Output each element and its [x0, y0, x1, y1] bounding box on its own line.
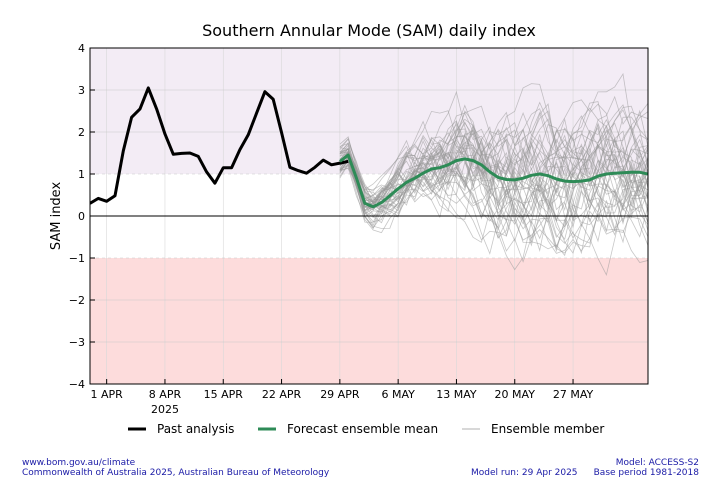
- legend-label: Forecast ensemble mean: [287, 422, 438, 436]
- x-tick-label: 1 APR: [91, 388, 124, 401]
- legend-label: Ensemble member: [491, 422, 604, 436]
- ensemble-member-line: [339, 138, 648, 263]
- ensemble-member-line: [339, 142, 648, 235]
- footer-model-run: Model run: 29 Apr 2025: [471, 468, 578, 478]
- ensemble-member-line: [339, 103, 648, 216]
- forecast-mean-line: [338, 153, 648, 209]
- y-tick-label: −4: [69, 378, 85, 391]
- negative-shading: [90, 258, 648, 384]
- ensemble-member-line: [339, 159, 648, 255]
- footer-base-period: Base period 1981-2018: [593, 468, 699, 478]
- footer-url[interactable]: www.bom.gov.au/climate: [22, 458, 136, 468]
- x-tick-label: 6 MAY: [381, 388, 415, 401]
- x-tick-label: 15 APR: [204, 388, 244, 401]
- y-tick-label: −3: [69, 336, 85, 349]
- x-tick-label: 13 MAY: [436, 388, 477, 401]
- y-tick-label: −2: [69, 294, 85, 307]
- footer-copyright: Commonwealth of Australia 2025, Australi…: [22, 468, 330, 478]
- x-year-label: 2025: [151, 403, 179, 416]
- footer-model: Model: ACCESS-S2: [615, 458, 699, 468]
- footer-middle: Model run: 29 Apr 2025: [471, 468, 578, 478]
- chart-title: Southern Annular Mode (SAM) daily index: [202, 21, 536, 40]
- footer-right: Model: ACCESS-S2 Base period 1981-2018: [594, 458, 699, 478]
- y-tick-label: −1: [69, 252, 85, 265]
- legend: Past analysis Forecast ensemble mean Ensem…: [128, 422, 604, 436]
- y-tick-label: 4: [78, 42, 85, 55]
- x-tick-label: 20 MAY: [495, 388, 536, 401]
- footer-left: www.bom.gov.au/climate Commonwealth of A…: [22, 458, 329, 478]
- y-tick-label: 0: [78, 210, 85, 223]
- axes: 4 3 2 1 0 −1 −2 −3 −4 1 APR 8 APR 15 APR 22 APR 29 AP…: [69, 42, 649, 416]
- ensemble-member-line: [339, 145, 648, 252]
- x-tick-label: 29 APR: [320, 388, 360, 401]
- legend-label: Past analysis: [157, 422, 234, 436]
- x-tick-label: 27 MAY: [553, 388, 594, 401]
- ensemble-member-line: [339, 104, 648, 238]
- past-analysis-line: [90, 86, 349, 205]
- ensemble-members: [339, 72, 648, 276]
- x-tick-label: 8 APR: [149, 388, 182, 401]
- ensemble-member-line: [339, 135, 648, 228]
- series-lines: [90, 86, 648, 209]
- y-tick-label: 2: [78, 126, 85, 139]
- y-axis-label: SAM index: [49, 182, 64, 251]
- ensemble-member-line: [339, 111, 648, 195]
- y-tick-label: 3: [78, 84, 85, 97]
- y-tick-label: 1: [78, 168, 85, 181]
- x-tick-label: 22 APR: [262, 388, 302, 401]
- ensemble-member-line: [339, 90, 648, 212]
